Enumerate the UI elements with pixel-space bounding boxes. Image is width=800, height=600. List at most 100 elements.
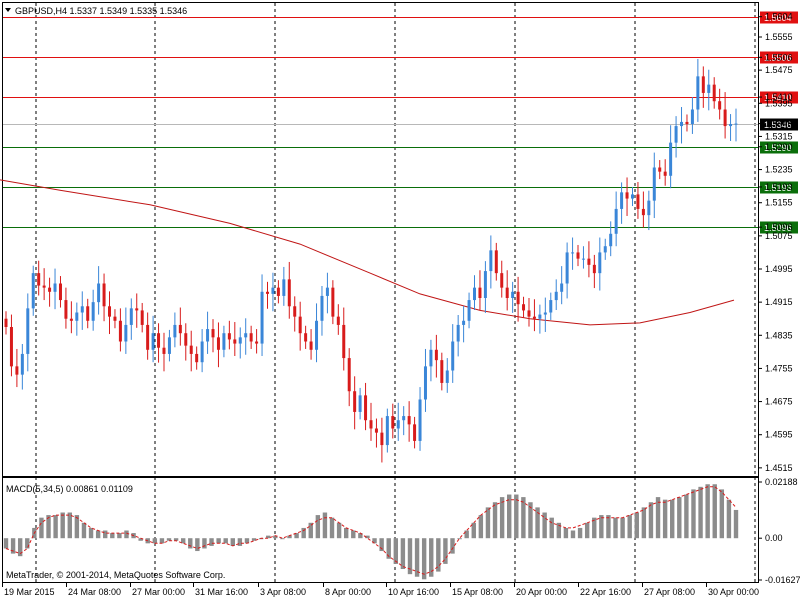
candle-body	[467, 300, 471, 321]
macd-bar	[733, 509, 739, 539]
macd-bar	[244, 538, 250, 544]
candle-body	[609, 233, 613, 247]
macd-bar	[677, 497, 682, 539]
macd-bar	[641, 507, 647, 539]
time-tick-label: 3 Apr 08:00	[260, 587, 306, 597]
candle-body	[516, 291, 520, 305]
macd-bar	[117, 533, 122, 539]
macd-bar	[138, 538, 143, 541]
candle-body	[478, 287, 482, 298]
candle-body	[462, 320, 466, 325]
candle-body	[293, 306, 297, 317]
candle-body	[592, 264, 596, 274]
candle-body	[505, 287, 509, 298]
price-tick-label: 1.5410	[765, 92, 793, 102]
candle-body	[58, 283, 62, 301]
macd-bar	[443, 538, 448, 564]
price-tick-label: 1.4595	[765, 430, 793, 440]
level-tag-resistance	[760, 91, 798, 104]
macd-bar	[358, 533, 363, 539]
candle-body	[358, 395, 362, 412]
candle-body	[255, 341, 259, 344]
level-tag-resistance	[760, 11, 798, 24]
candle-body	[173, 324, 177, 338]
candle-body	[620, 192, 624, 209]
candle-body	[195, 353, 199, 363]
macd-bar	[10, 538, 16, 554]
candle-body	[189, 345, 193, 354]
time-tick-label: 30 Apr 00:00	[708, 587, 759, 597]
price-tick-label: 1.4675	[765, 397, 793, 407]
macd-bar	[577, 527, 583, 539]
macd-bar	[662, 499, 668, 539]
price-tick-label: 1.4995	[765, 264, 793, 274]
macd-bar	[471, 522, 476, 539]
level-tag-label: 1.5604	[764, 13, 792, 23]
macd-bar	[584, 522, 590, 539]
candle-body	[712, 84, 716, 102]
candle-body	[522, 304, 526, 311]
candle-body	[391, 416, 395, 429]
macd-bar	[450, 538, 455, 554]
candle-body	[494, 250, 498, 274]
collapse-triangle-icon[interactable]	[5, 8, 11, 12]
level-tag-support	[760, 141, 798, 154]
macd-bar	[365, 535, 370, 539]
candle-body	[560, 283, 564, 292]
price-tick-label: 1.4755	[765, 363, 793, 373]
macd-bar	[712, 484, 717, 539]
candle-body	[184, 333, 188, 346]
macd-bar	[705, 484, 710, 539]
price-tick-label: 1.5155	[765, 198, 793, 208]
price-tick-label: 1.5290	[765, 142, 793, 152]
candle-body	[347, 358, 351, 392]
candle-body	[581, 258, 585, 260]
candle-body	[576, 252, 580, 259]
candle-body	[271, 287, 275, 294]
candle-body	[598, 252, 602, 274]
candle-body	[565, 252, 569, 284]
macd-bar	[379, 538, 384, 552]
candle-body	[538, 314, 542, 319]
level-tag-label: 1.5506	[764, 53, 792, 63]
macd-bar	[315, 515, 321, 539]
candle-body	[625, 192, 629, 199]
candle-body	[532, 316, 536, 319]
candle-body	[178, 324, 182, 334]
candle-body	[696, 76, 700, 110]
macd-bar	[60, 512, 65, 539]
moving-average-line	[0, 179, 735, 326]
macd-bar	[549, 517, 554, 539]
macd-bar	[216, 538, 221, 544]
macd-bar	[351, 530, 356, 539]
candle-body	[456, 324, 460, 342]
candle-body	[603, 246, 607, 253]
candle-body	[402, 416, 406, 421]
candle-body	[407, 416, 411, 425]
candle-body	[690, 109, 694, 124]
candle-body	[86, 306, 90, 321]
macd-bar	[507, 494, 512, 539]
macd-bar	[691, 489, 696, 539]
level-tag-current	[760, 118, 798, 131]
price-tick-label: 1.4835	[765, 330, 793, 340]
macd-bar	[322, 512, 328, 539]
candle-body	[48, 287, 52, 292]
price-tick-label: 1.5475	[765, 65, 793, 75]
macd-bar	[421, 538, 427, 580]
macd-bar	[556, 522, 562, 539]
copyright: MetaTrader, © 2001-2014, MetaQuotes Soft…	[6, 570, 225, 580]
candle-body	[206, 329, 210, 342]
candle-body	[723, 109, 727, 127]
candle-body	[53, 283, 57, 292]
macd-bar	[301, 527, 306, 539]
macd-bar	[124, 530, 129, 539]
candle-body	[630, 194, 634, 199]
candle-body	[652, 167, 656, 201]
macd-bar	[152, 538, 158, 544]
candle-body	[238, 337, 242, 344]
candle-body	[364, 395, 368, 421]
macd-histogram	[3, 484, 739, 580]
